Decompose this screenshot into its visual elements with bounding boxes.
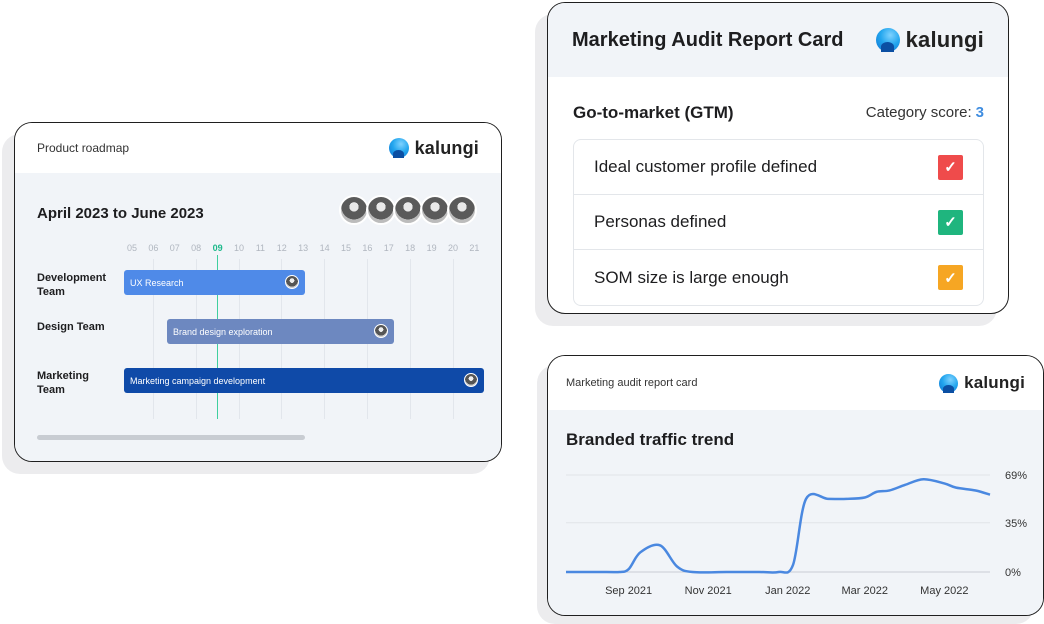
team-label-design: Design Team	[37, 321, 105, 333]
branded-traffic-chart: 0% 35% 69% Sep 2021 Nov 2021 Jan 2022 Mar 2022…	[566, 470, 1027, 597]
y-tick-label: 0%	[1005, 567, 1021, 579]
traffic-header: Marketing audit report card kalungi	[548, 356, 1043, 410]
kalungi-logo-text: kalungi	[414, 137, 479, 158]
roadmap-header: Product roadmap kalungi	[15, 123, 501, 173]
team-label-development: Development Team	[37, 272, 107, 298]
check-icon[interactable]: ✓	[938, 265, 963, 290]
week-label: 18	[405, 243, 416, 253]
kalungi-logo: kalungi	[388, 137, 479, 159]
task-label: UX Research	[130, 277, 184, 288]
traffic-card: Marketing audit report card kalungi Bran…	[547, 355, 1044, 616]
y-tick-label: 69%	[1005, 470, 1027, 482]
week-label: 12	[276, 243, 287, 253]
avatar[interactable]	[366, 195, 396, 225]
week-gridline	[452, 259, 454, 419]
week-label: 21	[469, 243, 480, 253]
kalungi-logo: kalungi	[939, 373, 1025, 393]
x-tick-label: Nov 2021	[685, 585, 732, 597]
category-score: Category score: 3	[866, 104, 984, 121]
kalungi-logo-text: kalungi	[964, 373, 1025, 392]
week-label: 17	[383, 243, 394, 253]
traffic-card-title: Marketing audit report card	[566, 377, 698, 389]
week-label: 11	[255, 243, 266, 253]
checklist-item-label: Ideal customer profile defined	[594, 157, 818, 176]
section-title: Go-to-market (GTM)	[573, 103, 734, 122]
assignee-avatar	[374, 324, 388, 338]
week-label: 13	[298, 243, 309, 253]
week-label: 16	[362, 243, 373, 253]
week-label: 19	[426, 243, 437, 253]
week-label: 15	[340, 243, 352, 253]
week-gridline	[152, 259, 154, 419]
task-label: Brand design exploration	[173, 326, 273, 337]
avatar[interactable]	[447, 195, 477, 225]
horizontal-scrollbar[interactable]	[37, 435, 305, 440]
task-bar-brand-design[interactable]: Brand design exploration	[167, 319, 394, 344]
checklist-item-label: Personas defined	[594, 212, 727, 231]
kalungi-logo-icon	[388, 138, 409, 158]
kalungi-logo-icon	[939, 373, 959, 393]
week-gridline	[409, 259, 411, 419]
team-avatars	[339, 195, 477, 225]
x-tick-label: Sep 2021	[605, 585, 652, 597]
avatar[interactable]	[420, 195, 450, 225]
kalungi-logo-icon	[875, 28, 900, 52]
assignee-avatar	[285, 275, 299, 289]
kalungi-logo-text: kalungi	[905, 27, 984, 52]
week-label: 05	[126, 243, 138, 253]
audit-header: Marketing Audit Report Card kalungi	[548, 3, 1008, 77]
week-label: 09	[212, 243, 223, 253]
x-tick-label: Jan 2022	[765, 585, 810, 597]
task-bar-marketing-campaign[interactable]: Marketing campaign development	[124, 368, 484, 393]
chart-title: Branded traffic trend	[566, 430, 735, 449]
checklist-item: SOM size is large enough ✓	[574, 250, 983, 305]
roadmap-title: Product roadmap	[37, 141, 130, 155]
checklist-item: Ideal customer profile defined ✓	[574, 140, 983, 195]
score-value: 3	[975, 104, 984, 121]
audit-card: Marketing Audit Report Card kalungi Go-t…	[547, 2, 1009, 314]
x-tick-label: May 2022	[920, 585, 968, 597]
series-line	[566, 477, 991, 574]
task-label: Marketing campaign development	[130, 375, 266, 386]
score-label: Category score:	[865, 104, 972, 121]
week-label: 08	[191, 243, 202, 253]
avatar[interactable]	[393, 195, 423, 225]
week-label: 06	[148, 243, 159, 253]
roadmap-card: Product roadmap kalungi April 2023 to Ju…	[14, 122, 502, 462]
checklist-item: Personas defined ✓	[574, 195, 983, 250]
avatar[interactable]	[339, 195, 369, 225]
audit-checklist: Ideal customer profile defined ✓ Persona…	[573, 139, 984, 306]
traffic-body: Branded traffic trend 0% 35% 69% Sep 2021 No…	[548, 410, 1043, 615]
week-label: 20	[447, 243, 459, 253]
y-tick-label: 35%	[1005, 518, 1027, 530]
assignee-avatar	[464, 373, 478, 387]
audit-title: Marketing Audit Report Card	[572, 28, 844, 51]
roadmap-body: April 2023 to June 2023 05 06 07 08 09 10 11 12…	[15, 173, 501, 461]
kalungi-logo: kalungi	[875, 27, 984, 53]
week-axis: 05 06 07 08 09 10 11 12 13 14 15 16 17 18 19 20 21	[15, 243, 501, 257]
checklist-item-label: SOM size is large enough	[594, 267, 789, 287]
week-label: 07	[169, 243, 180, 253]
roadmap-date-range: April 2023 to June 2023	[37, 205, 204, 222]
check-icon[interactable]: ✓	[938, 154, 963, 180]
week-label: 10	[233, 243, 245, 253]
team-label-marketing: Marketing Team	[37, 370, 89, 396]
week-label: 14	[319, 243, 330, 253]
task-bar-ux-research[interactable]: UX Research	[124, 270, 305, 295]
x-tick-label: Mar 2022	[842, 585, 888, 597]
check-icon[interactable]: ✓	[938, 209, 963, 235]
